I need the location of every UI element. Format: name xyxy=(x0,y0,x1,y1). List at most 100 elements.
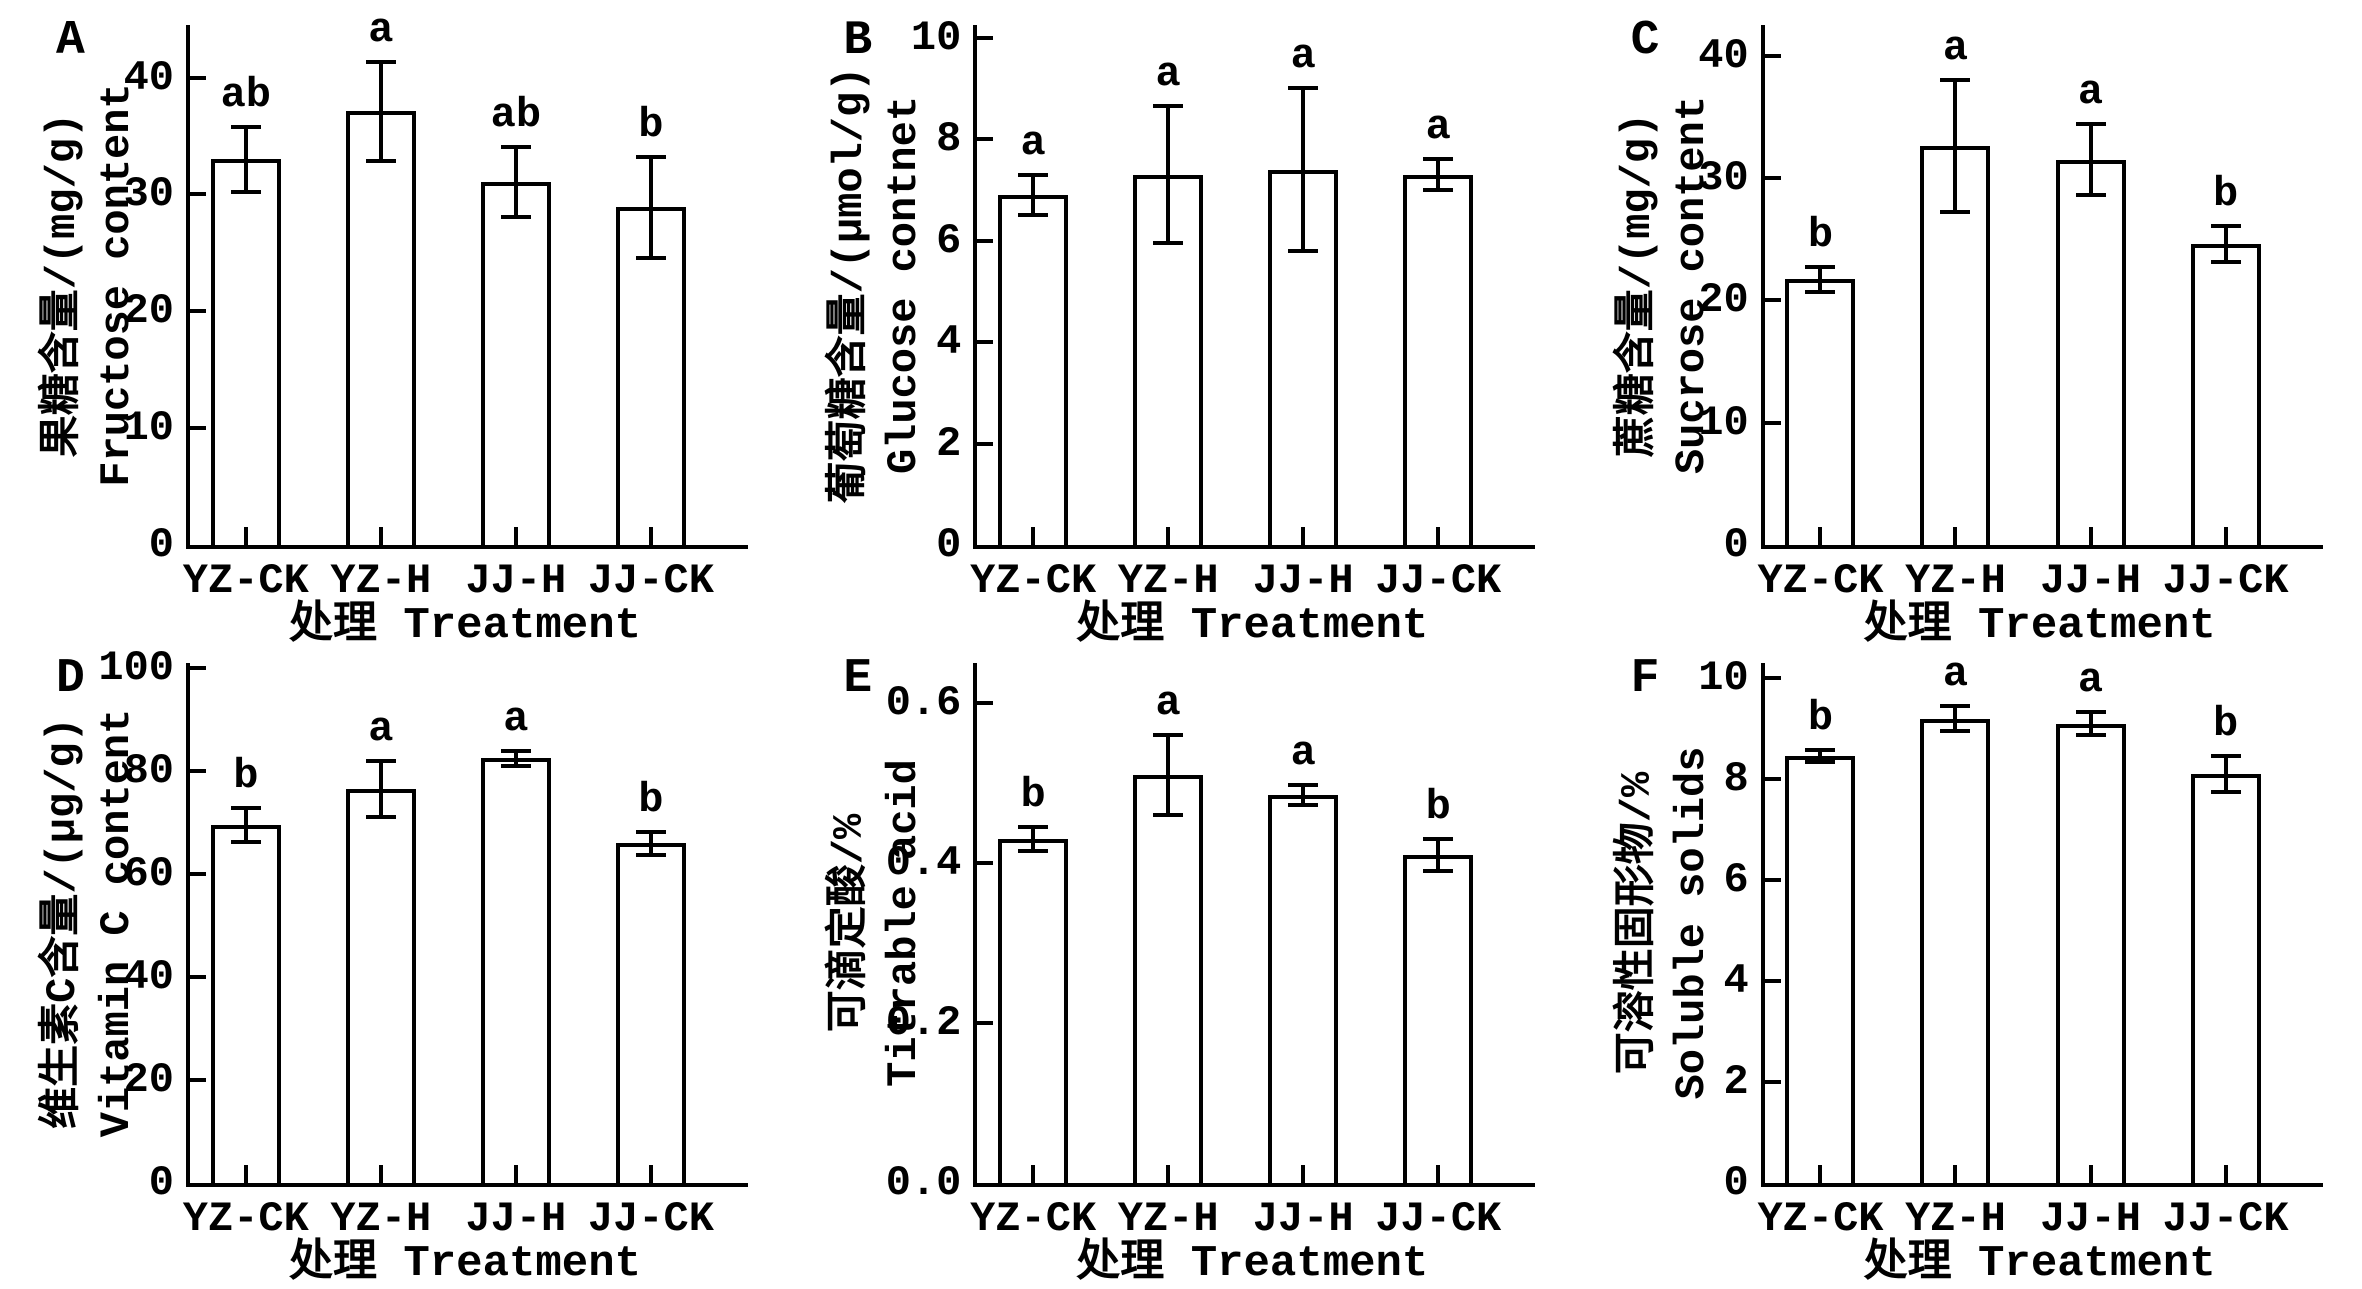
significance-letter: a xyxy=(368,704,394,753)
error-bar-cap-bottom xyxy=(500,763,531,768)
y-tick-mark xyxy=(977,340,994,345)
panel-a: A 果糖含量/(mg/g) Fructose content 0 10 20 30 40… xyxy=(0,0,787,651)
y-tick-label: 10 xyxy=(910,13,962,62)
y-tick-label: 10 xyxy=(1698,654,1749,703)
error-bar-cap-top xyxy=(1805,265,1836,270)
x-tick-mark xyxy=(1818,527,1823,545)
panel-f-letter: F xyxy=(1630,652,1660,706)
error-bar-line xyxy=(1953,705,1958,732)
panel-b-x-axis-title: 处理 Treatment xyxy=(1076,601,1429,651)
y-tick-label: 20 xyxy=(123,287,174,336)
error-bar-cap-bottom xyxy=(2210,789,2241,794)
y-tick-mark xyxy=(190,666,206,671)
significance-letter: b xyxy=(638,775,664,824)
error-bar-cap-bottom xyxy=(1423,187,1454,192)
significance-letter: a xyxy=(2077,68,2104,117)
error-bar-cap-bottom xyxy=(1940,210,1971,215)
panel-b-letter: B xyxy=(843,14,873,68)
error-bar-cap-bottom xyxy=(2075,732,2106,737)
significance-letter: b xyxy=(233,752,259,801)
x-tick-mark xyxy=(243,1165,248,1183)
x-tick-mark xyxy=(648,527,653,545)
significance-letter: a xyxy=(2077,656,2104,705)
y-tick-label: 8 xyxy=(1723,755,1749,804)
x-category-label: JJ-H xyxy=(2040,1195,2141,1243)
error-bar-line xyxy=(1818,267,1823,292)
y-tick-label: 2 xyxy=(1723,1058,1749,1107)
error-bar-cap-bottom xyxy=(2210,260,2241,265)
panel-b-plot-area: 0 2 4 6 8 10 a YZ-CK a YZ-H a JJ-H a JJ-CK xyxy=(911,14,1536,605)
error-bar-cap-bottom xyxy=(230,840,261,845)
panel-d-plot-area: 0 20 40 60 80 100 b YZ-CK a YZ-H a JJ-H b JJ-CK xyxy=(98,644,748,1243)
significance-letter: b xyxy=(1807,694,1834,743)
bar-jj-ck xyxy=(1403,174,1474,545)
error-bar-cap-bottom xyxy=(1423,869,1454,873)
significance-letter: a xyxy=(503,694,529,743)
bar-jj-h xyxy=(480,758,551,1183)
y-tick-label: 20 xyxy=(123,1056,174,1105)
error-bar-cap-top xyxy=(2075,710,2106,715)
x-tick-mark xyxy=(1953,1165,1958,1183)
bar-yz-h xyxy=(345,789,416,1183)
y-tick-mark xyxy=(977,441,994,446)
bar-jj-h xyxy=(2055,159,2126,545)
panel-b-y-label-en: Glucose contnet xyxy=(880,95,929,475)
bar-jj-h xyxy=(1268,795,1339,1183)
x-tick-mark xyxy=(1953,527,1958,545)
x-category-label: YZ-CK xyxy=(1757,557,1884,605)
x-category-label: YZ-H xyxy=(330,1195,432,1243)
error-bar-cap-top xyxy=(1018,825,1049,829)
x-tick-mark xyxy=(1031,1165,1036,1183)
error-bar-line xyxy=(1166,106,1171,244)
x-tick-mark xyxy=(648,1165,653,1183)
error-bar-line xyxy=(2223,225,2228,263)
significance-letter: a xyxy=(1425,103,1451,152)
panel-d: D 维生素C含量/(μg/g) Vitamin C content 0 20 40 6… xyxy=(0,638,787,1289)
y-tick-label: 80 xyxy=(123,747,174,796)
x-category-label: JJ-CK xyxy=(587,557,714,605)
error-bar-line xyxy=(1436,839,1441,871)
error-bar-cap-bottom xyxy=(2075,193,2106,198)
panel-a-plot-area: 0 10 20 30 40 ab YZ-CK a YZ-H ab JJ-H b JJ-CK xyxy=(124,6,748,605)
bar-yz-ck xyxy=(1785,279,1856,545)
error-bar-line xyxy=(2088,712,2093,735)
error-bar-line xyxy=(648,157,653,258)
y-tick-label: 4 xyxy=(936,318,962,367)
y-tick-mark xyxy=(977,1021,994,1025)
error-bar-line xyxy=(378,760,383,818)
x-tick-mark xyxy=(1166,527,1171,545)
error-bar-cap-top xyxy=(2210,223,2241,228)
panel-f-y-label-cn: 可溶性固形物/% xyxy=(1613,771,1662,1075)
y-tick-mark xyxy=(190,192,206,197)
y-tick-label: 10 xyxy=(123,404,174,453)
error-bar-cap-top xyxy=(500,144,531,149)
error-bar-cap-top xyxy=(1153,104,1184,109)
y-tick-mark xyxy=(977,861,994,865)
bar-yz-h xyxy=(1133,775,1204,1183)
x-category-label: YZ-H xyxy=(1117,1195,1219,1243)
significance-letter: ab xyxy=(490,90,542,139)
error-bar-cap-top xyxy=(230,124,261,129)
error-bar-cap-top xyxy=(1423,837,1454,841)
panel-e-y-label-cn: 可滴定酸/% xyxy=(826,813,875,1033)
significance-letter: a xyxy=(1155,679,1181,727)
error-bar-cap-bottom xyxy=(635,852,666,857)
y-tick-mark xyxy=(977,137,994,142)
error-bar-cap-top xyxy=(1805,748,1836,753)
panel-e-x-axis-title: 处理 Treatment xyxy=(1076,1239,1429,1289)
y-tick-label: 0 xyxy=(936,521,962,569)
x-category-label: YZ-CK xyxy=(970,1195,1097,1243)
y-tick-mark xyxy=(1764,676,1781,681)
panel-b: B 葡萄糖含量/(μmol/g) Glucose contnet 0 2 4 6 8 10… xyxy=(787,0,1574,651)
error-bar-line xyxy=(1166,735,1171,815)
significance-letter: a xyxy=(368,6,394,55)
error-bar-line xyxy=(243,808,248,843)
error-bar-cap-bottom xyxy=(1805,760,1836,765)
y-tick-label: 60 xyxy=(123,850,174,899)
x-tick-mark xyxy=(1166,1165,1171,1183)
panel-f-y-label-en: Soluble solids xyxy=(1667,746,1716,1100)
error-bar-cap-top xyxy=(2075,122,2106,127)
error-bar-cap-bottom xyxy=(1018,849,1049,853)
bar-yz-ck xyxy=(210,159,281,545)
